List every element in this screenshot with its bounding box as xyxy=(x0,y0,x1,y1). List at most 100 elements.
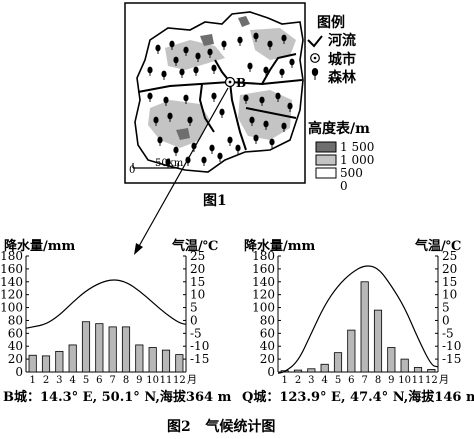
legend-title: 图例 xyxy=(317,15,345,31)
ytick-label: 120 xyxy=(252,288,275,302)
climate-chart-b: 020406080100120140160180-15-10-505101520… xyxy=(0,249,209,386)
y2tick-label: 25 xyxy=(190,249,205,263)
forest-symbol xyxy=(217,152,223,162)
month-label: 2 xyxy=(43,375,49,386)
legend-forest-label: 森林 xyxy=(328,70,356,86)
ytick-label: 40 xyxy=(8,339,23,353)
y2tick-label: -5 xyxy=(190,326,202,340)
month-label: 7 xyxy=(361,375,367,386)
month-label: 3 xyxy=(308,375,314,386)
scale-distance: 50km xyxy=(155,158,184,169)
y2tick-label: -5 xyxy=(442,326,454,340)
precip-bar xyxy=(148,347,157,373)
month-label: 3 xyxy=(56,375,62,386)
forest-symbol xyxy=(183,94,189,104)
y2tick-label: 10 xyxy=(442,288,457,302)
ytick-label: 0 xyxy=(15,365,23,379)
forest-symbol xyxy=(147,66,153,76)
precip-bar xyxy=(135,344,144,373)
y2tick-label: 5 xyxy=(190,301,198,315)
forest-symbol xyxy=(259,96,265,106)
elevation-level-0: 0 xyxy=(340,179,348,193)
month-label: 12 xyxy=(173,375,186,386)
month-label: 11 xyxy=(160,375,173,386)
month-label: 1 xyxy=(29,375,35,386)
y2tick-label: 5 xyxy=(442,301,450,315)
forest-symbol xyxy=(147,92,153,102)
ytick-label: 80 xyxy=(260,313,275,327)
month-label: 5 xyxy=(83,375,89,386)
forest-symbol xyxy=(263,120,269,130)
ytick-label: 120 xyxy=(0,288,23,302)
forest-symbol xyxy=(173,146,179,156)
legend-forest-icon xyxy=(311,68,319,80)
ytick-label: 60 xyxy=(8,326,23,340)
precip-bar xyxy=(413,367,423,373)
forest-symbol xyxy=(169,40,175,50)
legend-river-label: 河流 xyxy=(328,33,356,49)
forest-symbol xyxy=(193,66,199,76)
forest-symbol xyxy=(289,58,295,68)
forest-symbol xyxy=(281,122,287,132)
month-label: 5 xyxy=(335,375,341,386)
forest-symbol xyxy=(287,102,293,112)
ytick-label: 140 xyxy=(0,275,23,289)
forest-symbol xyxy=(163,96,169,106)
month-label: 9 xyxy=(388,375,394,386)
chart-q-ylabel: 降水量/mm xyxy=(244,239,316,254)
precip-bar xyxy=(28,354,37,373)
forest-symbol xyxy=(219,108,225,118)
elevation-level-1000: 1 000 xyxy=(340,153,375,167)
figure1-caption: 图1 xyxy=(203,193,227,209)
forest-symbol xyxy=(227,136,233,146)
chart-q-station: Q城：123.9° E, 47.4° N,海拔146 m xyxy=(242,390,474,405)
precip-bar xyxy=(333,352,343,373)
forest-symbol xyxy=(211,92,217,102)
forest-symbol xyxy=(253,134,259,144)
temperature-line xyxy=(277,265,439,374)
figure2-caption: 图2 气候统计图 xyxy=(167,419,276,435)
precip-bar xyxy=(307,368,316,373)
y2tick-label: 20 xyxy=(190,262,205,276)
precip-bar xyxy=(108,326,117,373)
forest-symbol xyxy=(207,48,213,58)
precip-bar xyxy=(121,326,131,373)
month-label: 10 xyxy=(146,375,159,386)
forest-symbol xyxy=(235,144,241,154)
y2tick-label: -10 xyxy=(442,339,461,353)
y2tick-label: 25 xyxy=(442,249,457,263)
ytick-label: 80 xyxy=(8,313,23,327)
chart-q-y2label: 气温/℃ xyxy=(415,239,462,254)
forest-symbol xyxy=(211,64,217,74)
precip-bar xyxy=(373,309,383,373)
month-label: 4 xyxy=(321,375,327,386)
elevation-box-1500 xyxy=(315,141,337,153)
chart-b-station: B城：14.3° E, 50.1° N,海拔364 m xyxy=(3,390,232,405)
forest-symbol xyxy=(165,158,171,168)
forest-symbol xyxy=(167,112,173,122)
forest-symbol xyxy=(275,92,281,102)
forest-symbol xyxy=(237,36,243,46)
forest-symbol xyxy=(243,94,249,104)
forest-symbol xyxy=(247,62,253,72)
precip-bar xyxy=(320,363,329,373)
precip-bar xyxy=(400,358,409,373)
precip-bar xyxy=(347,329,356,373)
month-label: 7 xyxy=(109,375,115,386)
forest-symbol xyxy=(281,34,287,44)
precip-bar xyxy=(81,321,91,373)
ytick-label: 20 xyxy=(8,352,23,366)
precip-bar xyxy=(175,354,184,373)
month-label: 8 xyxy=(123,375,129,386)
elevation-box-500 xyxy=(315,167,337,179)
month-unit: 月 xyxy=(439,374,449,386)
precip-bar xyxy=(293,369,303,373)
forest-symbol xyxy=(209,144,215,154)
y2tick-label: 10 xyxy=(190,288,205,302)
y2tick-label: 0 xyxy=(190,313,198,327)
month-label: 1 xyxy=(281,375,287,386)
forest-symbol xyxy=(195,52,201,62)
ytick-label: 180 xyxy=(252,249,275,263)
forest-symbol xyxy=(249,116,255,126)
